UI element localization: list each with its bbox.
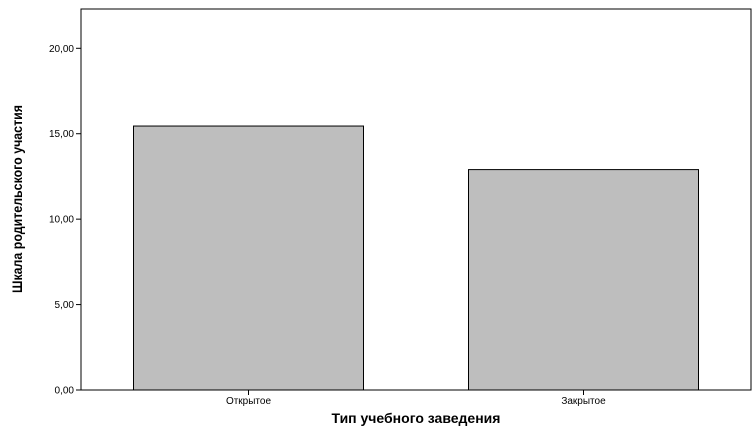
y-tick-label: 5,00 bbox=[55, 300, 75, 311]
y-tick-label: 0,00 bbox=[55, 386, 75, 397]
y-tick-label: 15,00 bbox=[49, 129, 74, 140]
x-tick-label: Закрытое bbox=[561, 396, 606, 407]
y-tick-label: 10,00 bbox=[49, 215, 74, 226]
bar bbox=[468, 169, 699, 391]
y-axis-title: Шкала родительского участия bbox=[9, 105, 25, 293]
y-tick-label: 20,00 bbox=[49, 44, 74, 55]
x-axis-title: Тип учебного заведения bbox=[332, 410, 501, 426]
x-tick-label: Открытое bbox=[226, 396, 272, 407]
y-axis: 0,00 5,00 10,00 15,00 20,00 bbox=[49, 44, 81, 397]
bars-group bbox=[133, 125, 699, 391]
bar bbox=[133, 125, 364, 391]
x-axis: Открытое Закрытое bbox=[226, 390, 606, 407]
